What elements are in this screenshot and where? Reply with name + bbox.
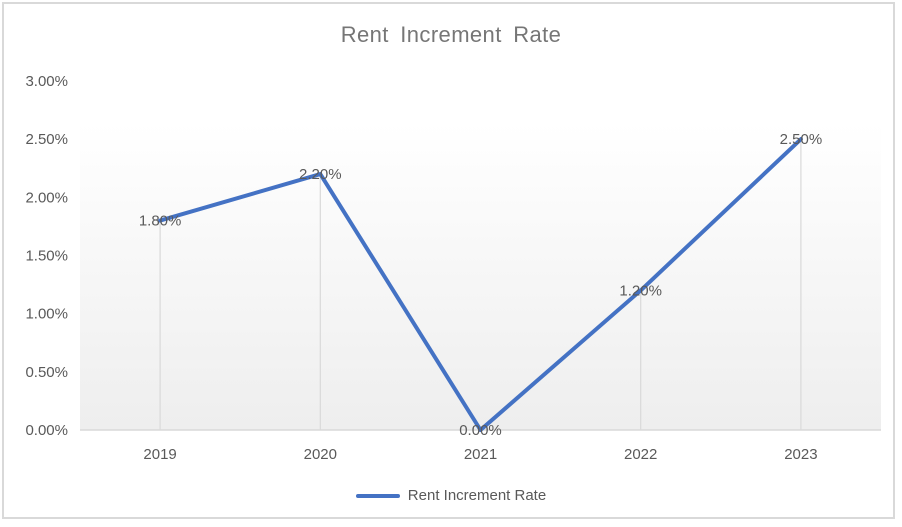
data-label: 2.20% [299,166,342,183]
y-axis-tick-label: 1.50% [25,248,68,265]
x-axis-tick-label: 2021 [464,446,497,463]
data-label: 1.80% [139,213,182,230]
plot-background [80,81,881,430]
y-axis-tick-label: 3.00% [25,73,68,90]
legend-line-swatch [355,493,400,498]
y-axis-tick-label: 2.00% [25,189,68,206]
chart-title: Rent Increment Rate [340,22,562,47]
legend: Rent Increment Rate [0,487,902,504]
legend-series-label: Rent Increment Rate [407,487,547,504]
y-axis-tick-label: 2.50% [25,131,68,148]
data-label: 1.20% [619,282,662,299]
y-axis-tick-label: 1.00% [25,306,68,323]
y-axis-tick-label: 0.00% [25,422,68,439]
data-label: 2.50% [780,131,823,148]
data-label: 0.00% [459,422,502,439]
x-axis-tick-label: 2019 [143,446,176,463]
y-axis-tick-label: 0.50% [25,364,68,381]
x-axis-tick-label: 2020 [304,446,337,463]
x-axis-tick-label: 2022 [624,446,657,463]
x-axis-tick-label: 2023 [784,446,817,463]
series-line [158,137,803,432]
